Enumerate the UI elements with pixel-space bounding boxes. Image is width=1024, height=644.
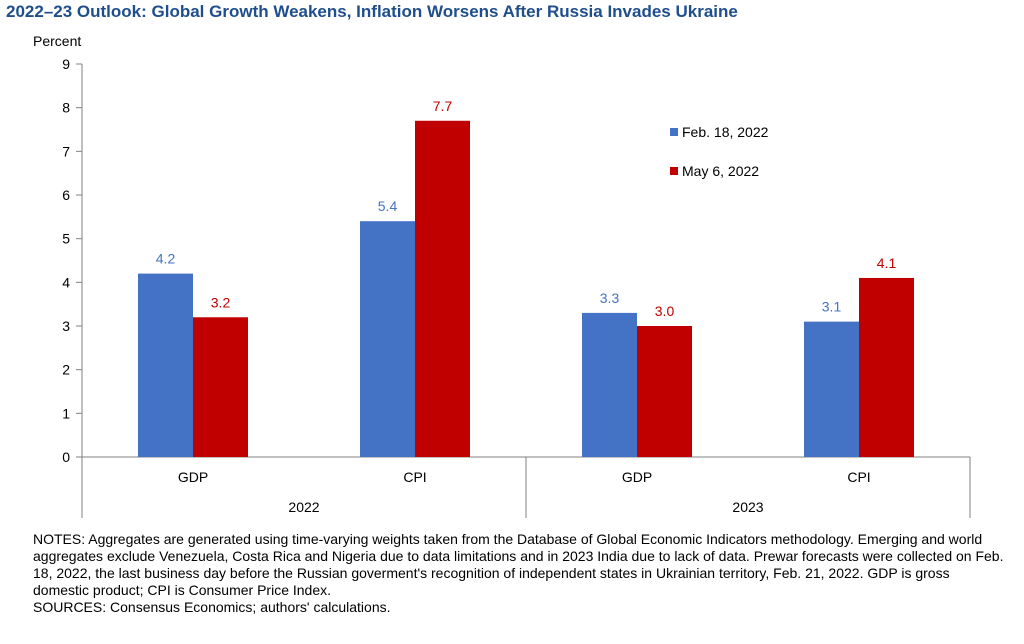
y-tick-label: 9 (62, 56, 70, 72)
y-tick-label: 3 (62, 318, 70, 334)
bar (582, 312, 637, 457)
data-label: 3.0 (655, 303, 675, 319)
notes: NOTES: Aggregates are generated using ti… (33, 531, 1008, 616)
bar (193, 317, 248, 457)
y-tick-label: 1 (62, 405, 70, 421)
data-label: 3.3 (600, 290, 620, 306)
y-tick-label: 0 (62, 449, 70, 465)
legend-label: May 6, 2022 (682, 163, 759, 179)
legend-swatch (670, 167, 678, 175)
legend-label: Feb. 18, 2022 (682, 124, 769, 140)
bar (804, 321, 859, 457)
legend-swatch (670, 128, 678, 136)
x-tick-label: CPI (847, 469, 870, 485)
data-label: 3.1 (822, 299, 842, 315)
data-label: 4.2 (156, 251, 176, 267)
bar (360, 221, 415, 457)
y-tick-label: 6 (62, 187, 70, 203)
group-label: 2023 (732, 499, 763, 515)
data-label: 4.1 (877, 255, 897, 271)
chart-title: 2022–23 Outlook: Global Growth Weakens, … (6, 2, 738, 21)
sources-text: SOURCES: Consensus Economics; authors' c… (33, 599, 391, 615)
data-label: 7.7 (433, 98, 453, 114)
legend: Feb. 18, 2022 May 6, 2022 (670, 124, 769, 179)
y-tick-label: 2 (62, 362, 70, 378)
data-label: 3.2 (211, 294, 231, 310)
x-tick-label: CPI (403, 469, 426, 485)
y-tick-label: 4 (62, 274, 70, 290)
y-tick-label: 8 (62, 100, 70, 116)
bar (138, 273, 193, 457)
bar (415, 120, 470, 458)
y-axis-label: Percent (33, 33, 81, 49)
y-tick-label: 7 (62, 143, 70, 159)
bar (859, 277, 914, 457)
notes-text: NOTES: Aggregates are generated using ti… (33, 531, 1004, 598)
y-tick-label: 5 (62, 231, 70, 247)
bar-chart: Percent 0 1 2 3 4 5 6 7 8 9 2022 2023 GDP CPI GDP CPI 4… (33, 33, 971, 518)
x-tick-label: GDP (622, 469, 652, 485)
group-label: 2022 (288, 499, 319, 515)
x-tick-label: GDP (178, 469, 208, 485)
bar (637, 326, 692, 457)
data-label: 5.4 (378, 198, 398, 214)
